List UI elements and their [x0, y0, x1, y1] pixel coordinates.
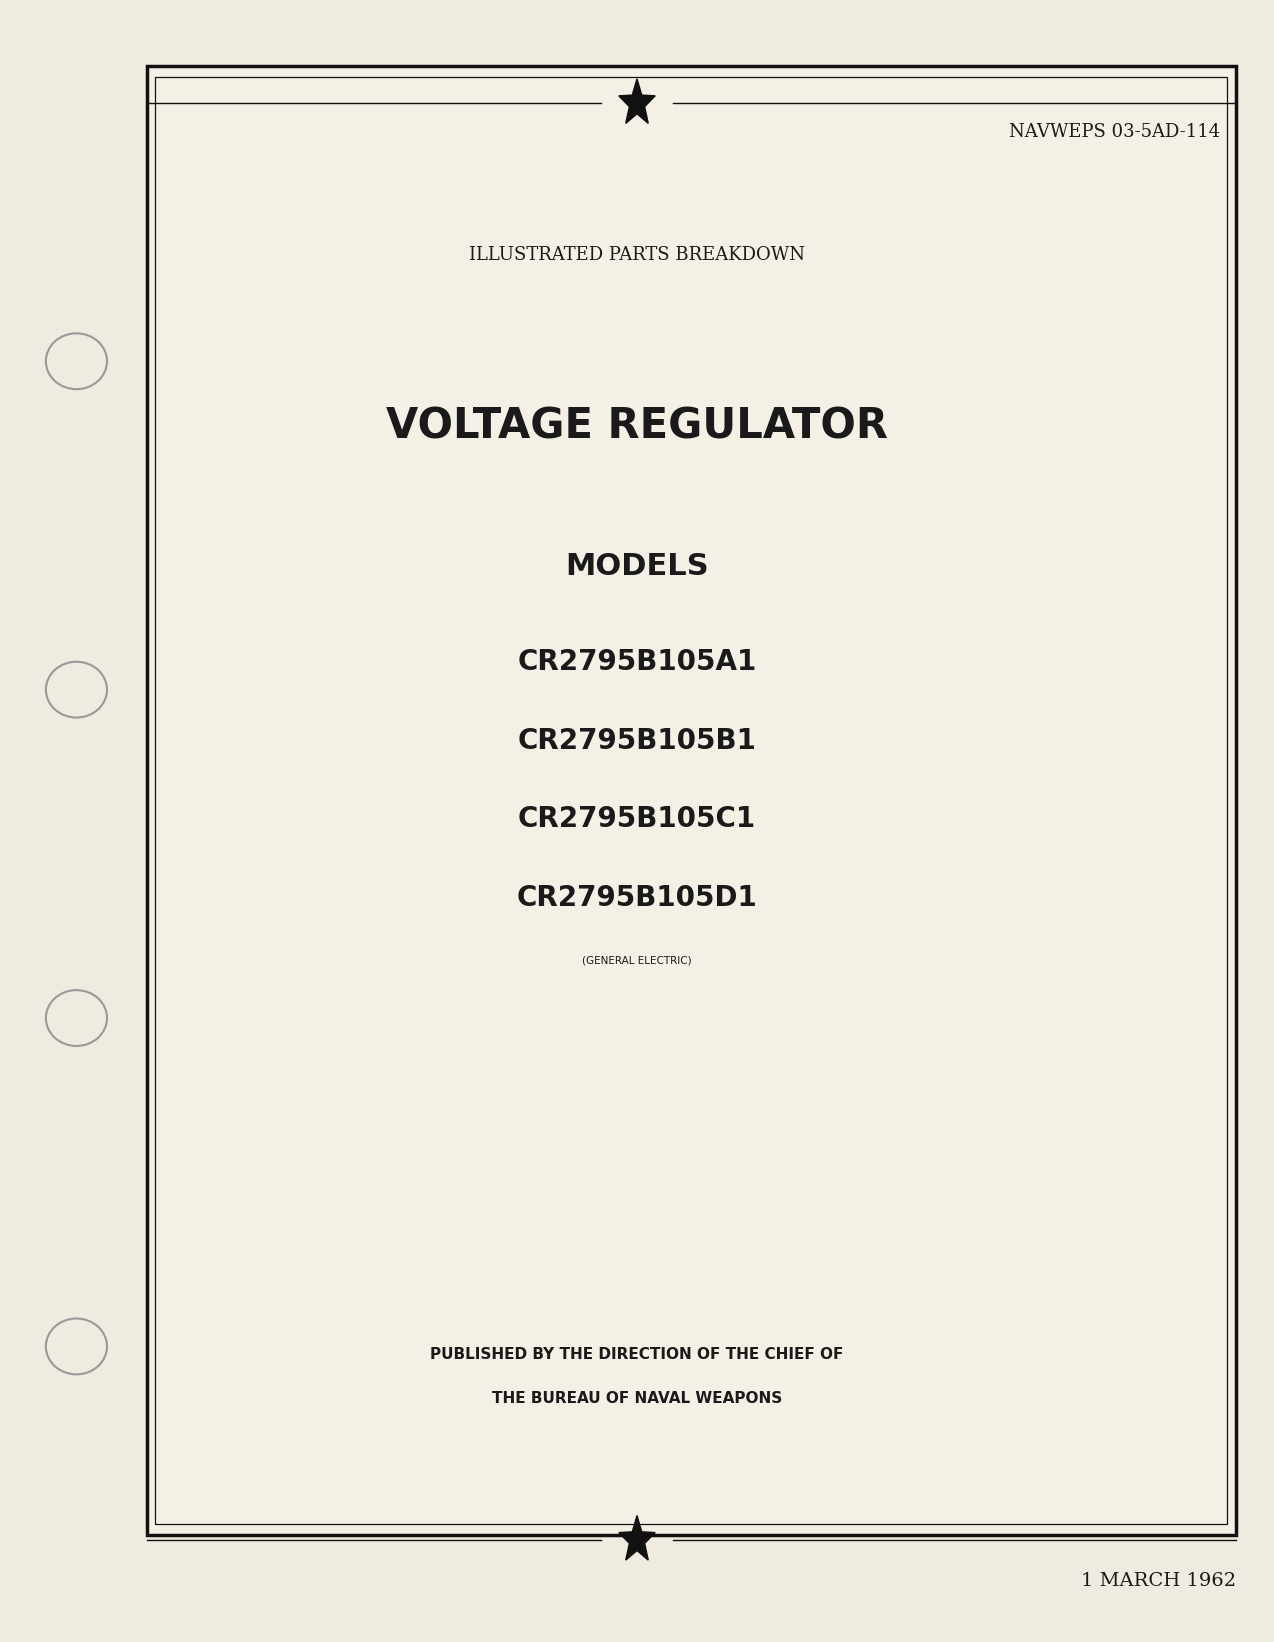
- Polygon shape: [619, 79, 655, 123]
- Text: 1 MARCH 1962: 1 MARCH 1962: [1080, 1573, 1236, 1589]
- Text: PUBLISHED BY THE DIRECTION OF THE CHIEF OF: PUBLISHED BY THE DIRECTION OF THE CHIEF …: [431, 1346, 843, 1363]
- Text: ILLUSTRATED PARTS BREAKDOWN: ILLUSTRATED PARTS BREAKDOWN: [469, 246, 805, 263]
- Bar: [147, 66, 1236, 1535]
- Text: THE BUREAU OF NAVAL WEAPONS: THE BUREAU OF NAVAL WEAPONS: [492, 1391, 782, 1407]
- Bar: [155, 77, 1227, 1524]
- Ellipse shape: [46, 990, 107, 1046]
- Ellipse shape: [46, 1319, 107, 1374]
- Ellipse shape: [46, 662, 107, 718]
- Text: CR2795B105A1: CR2795B105A1: [517, 647, 757, 677]
- Text: MODELS: MODELS: [566, 552, 708, 581]
- Text: VOLTAGE REGULATOR: VOLTAGE REGULATOR: [386, 406, 888, 448]
- Ellipse shape: [46, 333, 107, 389]
- Polygon shape: [619, 1516, 655, 1560]
- Text: (GENERAL ELECTRIC): (GENERAL ELECTRIC): [582, 956, 692, 965]
- Text: NAVWEPS 03-5AD-114: NAVWEPS 03-5AD-114: [1009, 123, 1220, 141]
- Text: CR2795B105D1: CR2795B105D1: [517, 883, 757, 913]
- Text: CR2795B105C1: CR2795B105C1: [519, 805, 755, 834]
- Text: CR2795B105B1: CR2795B105B1: [517, 726, 757, 755]
